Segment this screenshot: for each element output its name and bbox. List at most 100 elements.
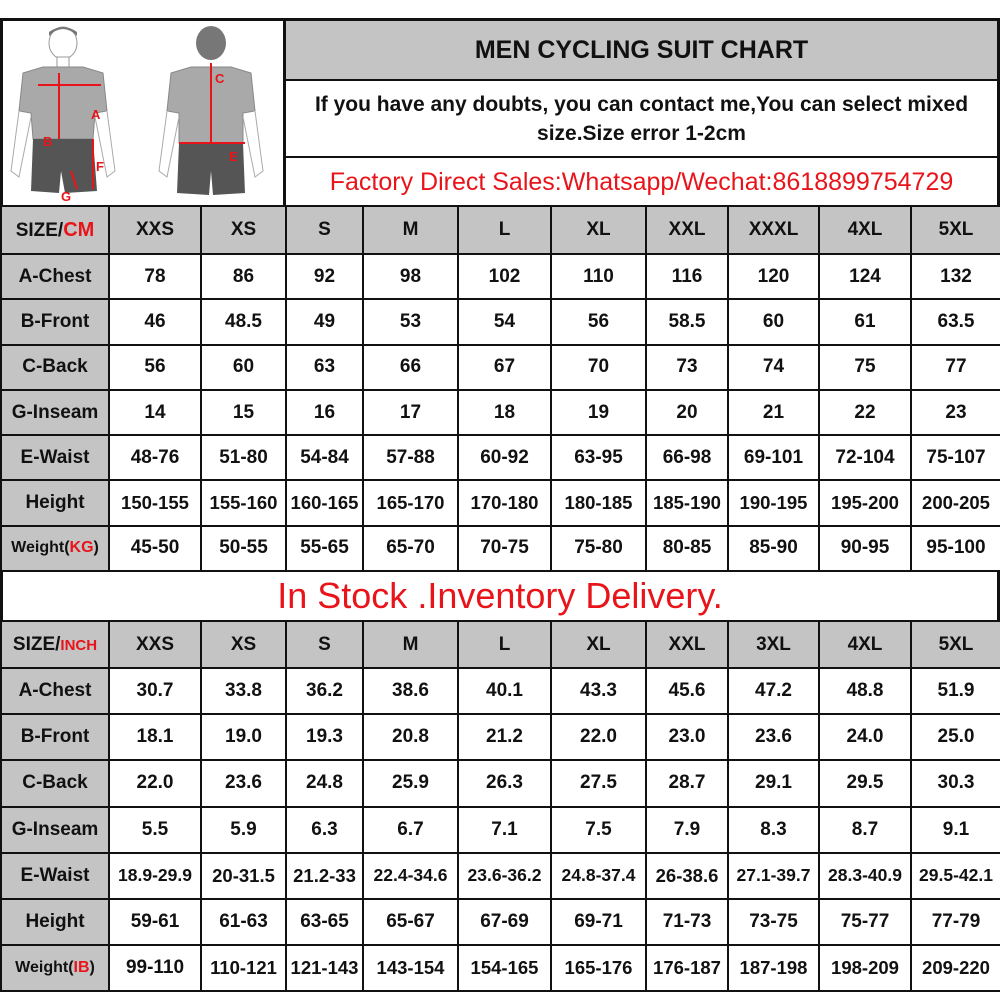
row-label-text: B-Front (20, 726, 90, 748)
size-header-cell: XS (200, 205, 287, 255)
weight-unit: IB (73, 959, 90, 977)
measurement-cell: 77-79 (910, 897, 1000, 947)
measurement-cell: 48-76 (108, 434, 202, 482)
measurement-cell: 20.8 (362, 713, 459, 762)
measurement-row: Height 59-61 61-63 63-65 65-67 67-69 69-71 71-7… (0, 897, 1000, 947)
row-label: E-Waist (0, 851, 110, 900)
measurement-cell: 6.7 (362, 805, 459, 854)
measurement-row: B-Front 46 48.5 49 53 54 56 58.5 60 61 63.5 (0, 298, 1000, 346)
row-label-text: A-Chest (18, 680, 92, 702)
measurement-cell: 95-100 (910, 524, 1000, 573)
measurement-cell: 59-61 (108, 897, 202, 947)
measurement-cell: 170-180 (457, 479, 552, 527)
size-header-row: SIZE/INCH XXS XS S M L XL XXL 3XL 4XL 5XL (0, 620, 1000, 669)
measurement-cell: 73 (645, 343, 729, 391)
row-label-text: E-Waist (20, 864, 90, 886)
measurement-cell: 78 (108, 252, 202, 301)
measurement-cell: 61 (818, 298, 912, 346)
measurement-cell: 65-67 (362, 897, 459, 947)
row-label-text: Weight( (15, 959, 74, 977)
measurement-cell: 61-63 (200, 897, 287, 947)
measurement-cell: 86 (200, 252, 287, 301)
measurement-cell: 33.8 (200, 666, 287, 716)
measurement-cell: 154-165 (457, 944, 552, 993)
size-note: If you have any doubts, you can contact … (286, 81, 997, 158)
measurement-cell: 55-65 (285, 524, 364, 573)
measurement-cell: 70-75 (457, 524, 552, 573)
row-label-text: G-Inseam (11, 401, 99, 423)
measurement-cell: 63.5 (910, 298, 1000, 346)
size-header-cell: XXS (108, 205, 202, 255)
measurement-cell: 75 (818, 343, 912, 391)
measurement-cell: 75-107 (910, 434, 1000, 482)
measurement-cell: 22.4-34.6 (362, 851, 459, 900)
measurement-cell: 56 (550, 298, 647, 346)
measurement-cell: 195-200 (818, 479, 912, 527)
row-label-text: C-Back (22, 356, 88, 378)
measurement-cell: 29.5-42.1 (910, 851, 1000, 900)
cm-size-table: SIZE/CM XXS XS S M L XL XXL XXXL 4XL 5XL A-Chest 78 8… (0, 205, 1000, 573)
measurement-cell: 132 (910, 252, 1000, 301)
measurement-cell: 60 (200, 343, 287, 391)
measurement-cell: 53 (362, 298, 459, 346)
row-label-text: Weight( (11, 539, 70, 557)
measurement-cell: 25.0 (910, 713, 1000, 762)
measurement-cell: 75-80 (550, 524, 647, 573)
measurement-row: Height 150-155 155-160 160-165 165-170 170-18… (0, 479, 1000, 527)
size-header-cell: 5XL (910, 205, 1000, 255)
measurement-cell: 165-176 (550, 944, 647, 993)
measurement-cell: 73-75 (727, 897, 820, 947)
size-header-cell: XXXL (727, 205, 820, 255)
measurement-cell: 26-38.6 (645, 851, 729, 900)
measurement-row: A-Chest 30.7 33.8 36.2 38.6 40.1 43.3 45.6 47.2 4… (0, 666, 1000, 716)
row-label: E-Waist (0, 434, 110, 482)
measurement-cell: 29.5 (818, 759, 912, 808)
contact-info: Factory Direct Sales:Whatsapp/Wechat:861… (329, 167, 954, 196)
measurement-cell: 19.3 (285, 713, 364, 762)
measurement-row: G-Inseam 14 15 16 17 18 19 20 21 22 23 (0, 388, 1000, 437)
measurement-cell: 9.1 (910, 805, 1000, 854)
size-header-cell: XL (550, 205, 647, 255)
size-header-cell: 4XL (818, 620, 912, 669)
measurement-cell: 69-101 (727, 434, 820, 482)
measurement-cell: 26.3 (457, 759, 552, 808)
measurement-row: A-Chest 78 86 92 98 102 110 116 120 124 132 (0, 252, 1000, 301)
measurement-cell: 120 (727, 252, 820, 301)
measurement-cell: 180-185 (550, 479, 647, 527)
size-label: SIZE/ (15, 219, 64, 241)
measurement-cell: 28.3-40.9 (818, 851, 912, 900)
measurement-cell: 21 (727, 388, 820, 437)
row-label-text: A-Chest (18, 265, 92, 287)
measurement-cell: 18.1 (108, 713, 202, 762)
measurement-row: Weight(IB) 99-110 110-121 121-143 143-154 154… (0, 944, 1000, 993)
measurement-cell: 54-84 (285, 434, 364, 482)
measurement-cell: 110 (550, 252, 647, 301)
measurement-cell: 22.0 (108, 759, 202, 808)
measurement-cell: 8.3 (727, 805, 820, 854)
measurement-cell: 30.3 (910, 759, 1000, 808)
row-label: C-Back (0, 343, 110, 391)
size-header-cell: XS (200, 620, 287, 669)
measurement-cell: 19 (550, 388, 647, 437)
measurement-cell: 8.7 (818, 805, 912, 854)
measurement-cell: 63-65 (285, 897, 364, 947)
measurement-cell: 6.3 (285, 805, 364, 854)
measurement-cell: 110-121 (200, 944, 287, 993)
row-label-end: ) (89, 959, 95, 977)
size-header-cell: S (285, 205, 364, 255)
measurement-cell: 187-198 (727, 944, 820, 993)
size-header-cell: M (362, 205, 459, 255)
chart-header: A B F G C E MEN CYCLING SUIT CHART If yo… (0, 18, 1000, 206)
row-label: Height (0, 479, 110, 527)
measurement-cell: 60-92 (457, 434, 552, 482)
size-header-row: SIZE/CM XXS XS S M L XL XXL XXXL 4XL 5XL (0, 205, 1000, 255)
size-header-cell: L (457, 620, 552, 669)
row-label-text: B-Front (20, 310, 90, 332)
measurement-cell: 98 (362, 252, 459, 301)
weight-unit: KG (69, 539, 94, 557)
measurement-cell: 49 (285, 298, 364, 346)
measurement-cell: 28.7 (645, 759, 729, 808)
size-header-cell: 5XL (910, 620, 1000, 669)
measurement-cell: 143-154 (362, 944, 459, 993)
measurement-cell: 99-110 (108, 944, 202, 993)
